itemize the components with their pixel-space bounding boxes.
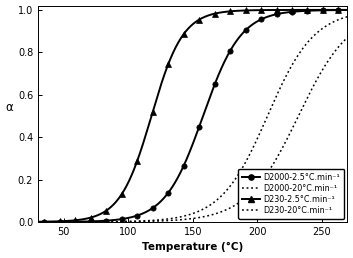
Legend: D2000-2.5°C.min⁻¹, D2000-20°C.min⁻¹, D230-2.5°C.min⁻¹, D230-20°C.min⁻¹: D2000-2.5°C.min⁻¹, D2000-20°C.min⁻¹, D23… (239, 169, 344, 219)
X-axis label: Temperature (°C): Temperature (°C) (142, 242, 243, 252)
Y-axis label: α: α (6, 101, 13, 114)
